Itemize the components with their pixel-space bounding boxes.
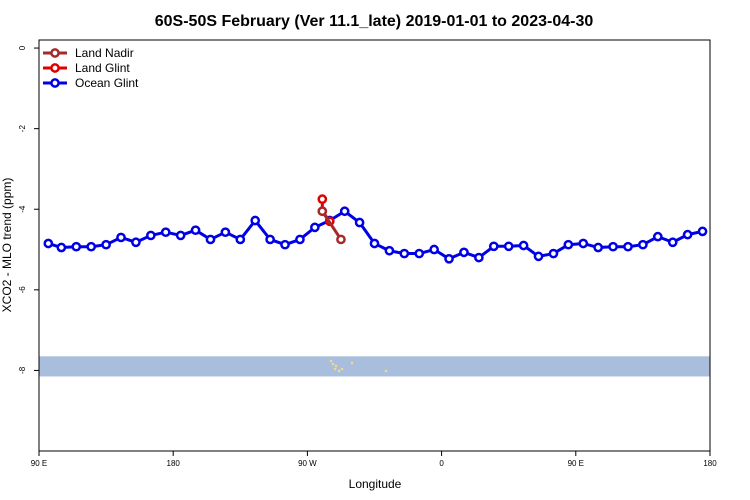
y-tick-label: -8: [18, 366, 27, 374]
data-point: [623, 241, 633, 252]
data-point: [336, 234, 346, 245]
x-tick-label: 90 E: [31, 459, 47, 468]
series-ocean-glint: [43, 206, 708, 264]
data-point: [518, 240, 529, 251]
data-point: [205, 234, 216, 245]
data-point: [697, 226, 708, 237]
data-point: [220, 227, 231, 238]
map-ocean-strip: [39, 356, 710, 377]
map-land-spot: [331, 362, 335, 366]
data-point: [563, 239, 574, 250]
legend-marker: [50, 78, 60, 88]
y-axis-label: XCO2 - MLO trend (ppm): [0, 178, 14, 313]
legend-item: Land Nadir: [43, 46, 134, 60]
data-point: [101, 239, 111, 250]
data-point: [384, 245, 395, 256]
data-point: [682, 229, 693, 240]
data-point: [608, 241, 618, 252]
map-land-spot: [340, 367, 344, 371]
series-line: [321, 210, 343, 241]
legend-label: Ocean Glint: [75, 76, 139, 90]
legend-marker: [50, 48, 60, 58]
data-point: [295, 234, 305, 245]
y-tick-label: -4: [18, 205, 27, 213]
x-tick-label: 180: [167, 459, 181, 468]
data-point: [131, 237, 141, 248]
data-point: [145, 230, 156, 241]
data-point: [444, 253, 454, 264]
data-point: [190, 225, 201, 236]
series-land-nadir: [317, 206, 346, 245]
data-point: [280, 239, 290, 250]
legend-item: Land Glint: [43, 61, 130, 75]
y-axis: 0 -2 -4 -6 -8: [18, 45, 39, 374]
data-point: [56, 242, 67, 253]
x-tick-label: 180: [703, 459, 717, 468]
data-point: [578, 238, 589, 249]
map-land-spot: [333, 367, 337, 371]
x-tick-label: 0: [439, 459, 444, 468]
y-tick-label: -2: [18, 125, 27, 133]
data-point: [235, 234, 246, 245]
data-point: [503, 241, 514, 252]
map-land-spot: [329, 359, 333, 363]
data-point: [265, 234, 275, 245]
data-point: [459, 247, 469, 258]
data-point: [652, 231, 663, 242]
data-point: [474, 252, 484, 263]
data-point: [43, 238, 54, 249]
data-point: [71, 241, 82, 252]
data-point: [533, 251, 544, 262]
series-layer: [43, 194, 708, 264]
data-point: [250, 215, 261, 226]
data-point: [488, 241, 499, 252]
x-tick-label: 90 E: [568, 459, 584, 468]
x-axis-label: Longitude: [349, 477, 402, 491]
data-point: [593, 242, 604, 253]
data-point: [399, 248, 410, 259]
data-point: [86, 241, 97, 252]
x-tick-label: 90 W: [298, 459, 317, 468]
y-tick-label: -6: [18, 286, 27, 294]
map-band: [39, 356, 710, 377]
chart-title: 60S-50S February (Ver 11.1_late) 2019-01…: [155, 13, 594, 30]
data-point: [160, 227, 171, 238]
data-point: [667, 237, 678, 248]
data-point: [116, 232, 126, 243]
data-point: [317, 194, 328, 205]
data-point: [369, 238, 380, 249]
data-point: [339, 206, 350, 217]
map-land-spot: [334, 364, 338, 368]
map-land-spot: [350, 361, 354, 365]
data-point: [175, 230, 186, 241]
map-land-spot: [337, 369, 341, 373]
data-point: [317, 206, 328, 217]
data-point: [638, 239, 648, 250]
data-point: [310, 222, 320, 233]
legend-item: Ocean Glint: [43, 76, 139, 90]
data-point: [414, 248, 425, 259]
x-axis: 90 E 180 90 W 0 90 E 180: [31, 451, 717, 468]
map-land-spot: [384, 369, 388, 373]
legend-label: Land Glint: [75, 61, 130, 75]
data-point: [548, 248, 559, 259]
data-point: [429, 244, 439, 255]
data-point: [354, 217, 365, 228]
y-tick-label: 0: [18, 45, 27, 50]
plot-frame: [38, 39, 711, 452]
legend-label: Land Nadir: [75, 46, 134, 60]
legend-marker: [50, 63, 60, 73]
